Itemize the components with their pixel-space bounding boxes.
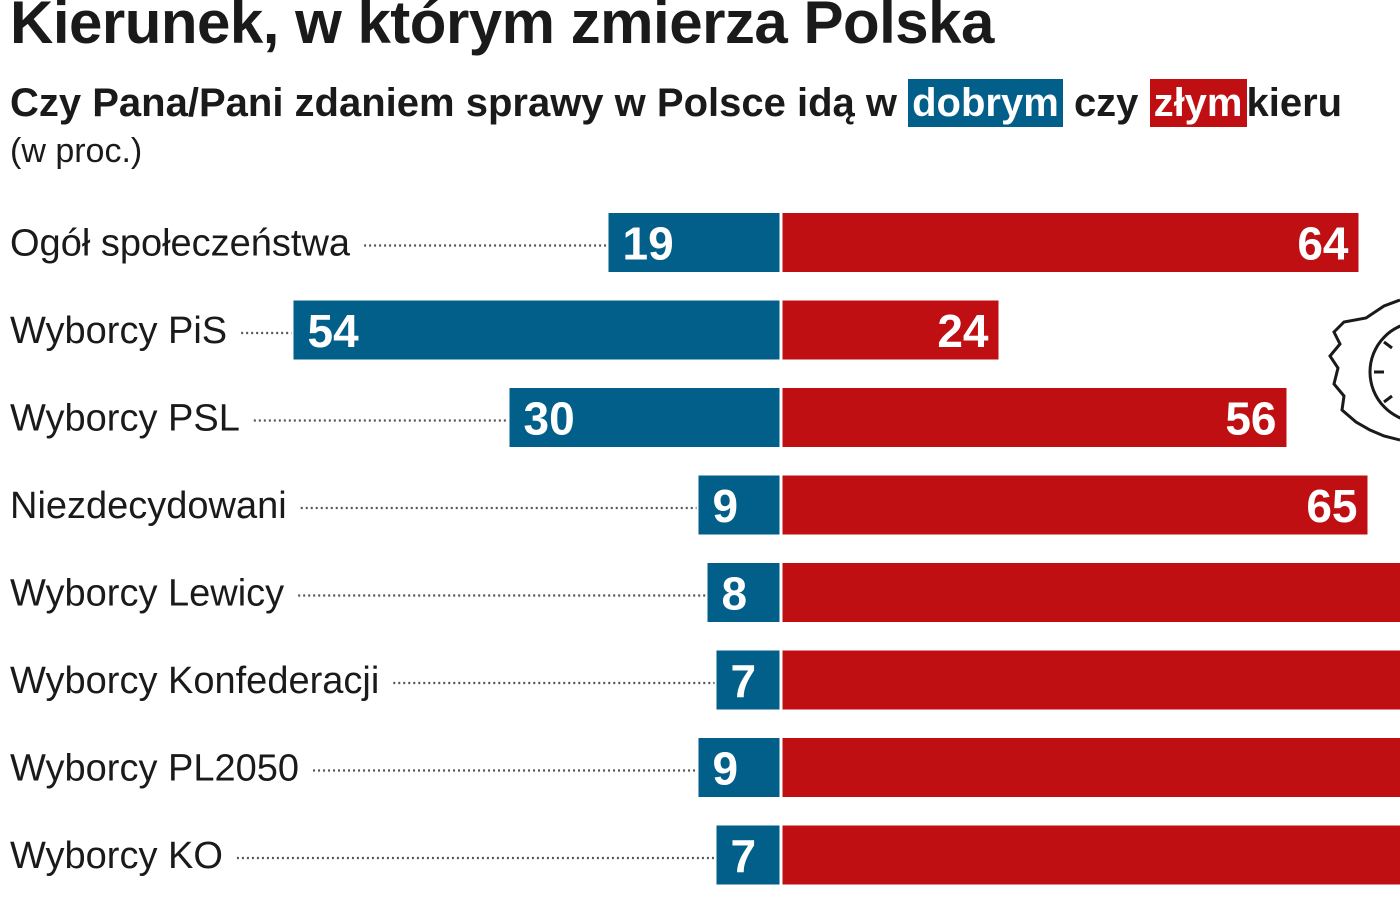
unit-label: (w proc.) bbox=[10, 132, 143, 170]
bar-good bbox=[698, 475, 780, 535]
category-label: Niezdecydowani bbox=[10, 485, 287, 527]
value-label-good: 7 bbox=[731, 830, 757, 882]
page-title: Kierunek, w którym zmierza Polska bbox=[10, 0, 994, 56]
category-label: Wyborcy PSL bbox=[10, 398, 240, 440]
category-label: Wyborcy Lewicy bbox=[10, 573, 284, 615]
legend-good-chip: dobrym bbox=[908, 79, 1063, 127]
category-label: Wyborcy Konfederacji bbox=[10, 660, 379, 702]
bar-bad bbox=[782, 300, 999, 360]
category-label: Wyborcy KO bbox=[10, 835, 223, 877]
bar-bad bbox=[782, 738, 1400, 797]
bar-good bbox=[707, 563, 780, 622]
bar-bad bbox=[782, 475, 1368, 535]
value-label-bad: 65 bbox=[1306, 480, 1357, 532]
category-label: Ogół społeczeństwa bbox=[10, 223, 351, 265]
value-label-bad: 24 bbox=[937, 305, 989, 357]
category-label: Wyborcy PL2050 bbox=[10, 748, 299, 790]
bar-bad bbox=[782, 388, 1287, 447]
bar-bad bbox=[782, 825, 1400, 885]
value-label-good: 54 bbox=[308, 305, 360, 357]
value-label-bad: 64 bbox=[1297, 218, 1349, 270]
bar-good bbox=[716, 650, 780, 710]
bar-good bbox=[698, 738, 780, 797]
subtitle-text-before: Czy Pana/Pani zdaniem sprawy w Polsce id… bbox=[10, 81, 897, 125]
value-label-good: 7 bbox=[731, 655, 757, 707]
bar-bad bbox=[782, 650, 1400, 710]
value-label-good: 9 bbox=[713, 743, 739, 795]
poland-map-gauge-icon bbox=[1328, 298, 1400, 442]
chart-rows: Ogół społeczeństwa 19 64 Wyborcy PiS 54 24 Wyb… bbox=[10, 213, 1400, 885]
bar-good bbox=[608, 213, 780, 272]
bar-good bbox=[293, 300, 780, 360]
bar-good bbox=[509, 388, 780, 447]
subtitle-text-after: kieru bbox=[1246, 81, 1343, 125]
chart-subtitle: Czy Pana/Pani zdaniem sprawy w Polsce id… bbox=[10, 78, 1342, 128]
value-label-bad: 56 bbox=[1225, 393, 1276, 445]
category-label: Wyborcy PiS bbox=[10, 310, 227, 352]
bar-bad bbox=[782, 213, 1359, 272]
value-label-good: 8 bbox=[722, 568, 748, 620]
subtitle-text-between: czy bbox=[1073, 81, 1139, 125]
bar-good bbox=[716, 825, 780, 885]
value-label-good: 30 bbox=[524, 393, 575, 445]
value-label-good: 9 bbox=[713, 480, 739, 532]
legend-bad-chip: złym bbox=[1149, 79, 1247, 127]
value-label-good: 19 bbox=[623, 218, 674, 270]
bar-bad bbox=[782, 563, 1400, 622]
